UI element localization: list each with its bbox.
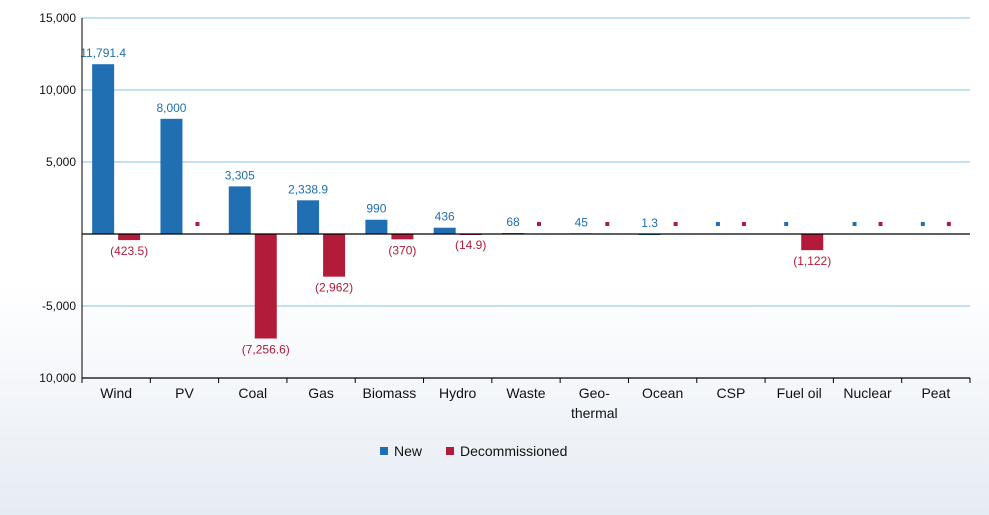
bar-marker-decommissioned-11 bbox=[878, 222, 883, 226]
legend: New Decommissioned bbox=[380, 443, 567, 459]
bar-new-3 bbox=[297, 200, 320, 234]
bar-decommissioned-3 bbox=[323, 234, 346, 277]
bar-new-4 bbox=[365, 219, 388, 234]
legend-label-decommissioned: Decommissioned bbox=[460, 443, 567, 459]
category-label: Hydro bbox=[439, 385, 477, 401]
bar-marker-decommissioned-12 bbox=[946, 222, 951, 226]
bar-marker-decommissioned-8 bbox=[673, 222, 678, 226]
x-axis-categories: Wind PV Coal Gas Biomass Hydro Waste Geo-therma… bbox=[100, 385, 950, 421]
bar-marker-decommissioned-1 bbox=[195, 222, 200, 226]
bar-decommissioned-2 bbox=[254, 234, 277, 339]
data-labels: 11,791.4 8,000 3,305 2,338.9 990 436 68 45 1.3 (4… bbox=[80, 46, 831, 356]
bar-marker-decommissioned-7 bbox=[605, 222, 610, 226]
bar-decommissioned-0 bbox=[118, 234, 141, 241]
bar-decommissioned-10 bbox=[801, 234, 824, 251]
legend-swatch-new bbox=[380, 447, 388, 455]
category-label: Wind bbox=[100, 385, 132, 401]
data-label-new: 68 bbox=[506, 215, 520, 229]
y-tick-label: 5,000 bbox=[46, 155, 76, 169]
legend-label-new: New bbox=[394, 443, 423, 459]
bar-decommissioned-4 bbox=[391, 234, 414, 240]
category-label: Peat bbox=[921, 385, 950, 401]
category-label: CSP bbox=[717, 385, 746, 401]
category-label: Nuclear bbox=[843, 385, 892, 401]
bars bbox=[92, 64, 951, 339]
y-tick-label: 15,000 bbox=[39, 11, 76, 25]
category-label: PV bbox=[175, 385, 194, 401]
bar-marker-decommissioned-6 bbox=[537, 222, 541, 226]
bar-new-0 bbox=[92, 64, 115, 234]
data-label-new: 1.3 bbox=[641, 216, 658, 230]
y-tick-label: 10,000 bbox=[39, 371, 76, 385]
bar-marker-new-10 bbox=[784, 222, 789, 226]
bar-marker-new-12 bbox=[920, 222, 925, 226]
data-label-decommissioned: (370) bbox=[388, 243, 416, 257]
data-label-new: 8,000 bbox=[156, 101, 186, 115]
category-label: Geo- bbox=[579, 385, 610, 401]
bar-marker-decommissioned-9 bbox=[741, 222, 746, 226]
axes bbox=[81, 18, 971, 383]
category-label: thermal bbox=[571, 405, 618, 421]
category-label: Gas bbox=[308, 385, 334, 401]
data-label-decommissioned: (14.9) bbox=[455, 238, 486, 252]
data-label-decommissioned: (7,256.6) bbox=[242, 342, 290, 356]
y-tick-label: 10,000 bbox=[39, 83, 76, 97]
y-tick-label: -5,000 bbox=[42, 299, 76, 313]
bar-new-2 bbox=[228, 186, 251, 234]
data-label-new: 2,338.9 bbox=[288, 182, 328, 196]
y-axis-ticks: 15,000 10,000 5,000 -5,000 10,000 bbox=[39, 11, 76, 385]
legend-swatch-decommissioned bbox=[446, 447, 454, 455]
bar-new-5 bbox=[433, 227, 456, 234]
data-label-decommissioned: (423.5) bbox=[110, 244, 148, 258]
gridlines bbox=[82, 17, 970, 379]
category-label: Fuel oil bbox=[777, 385, 822, 401]
category-label: Waste bbox=[506, 385, 545, 401]
data-label-decommissioned: (1,122) bbox=[793, 254, 831, 268]
bar-new-1 bbox=[160, 118, 183, 234]
data-label-new: 990 bbox=[366, 202, 386, 216]
category-label: Ocean bbox=[642, 385, 683, 401]
data-label-new: 3,305 bbox=[225, 168, 255, 182]
data-label-decommissioned: (2,962) bbox=[315, 281, 353, 295]
category-label: Biomass bbox=[363, 385, 417, 401]
data-label-new: 11,791.4 bbox=[80, 46, 126, 60]
bar-marker-new-9 bbox=[715, 222, 720, 226]
category-label: Coal bbox=[238, 385, 267, 401]
bar-marker-new-11 bbox=[852, 222, 857, 226]
data-label-new: 45 bbox=[575, 215, 589, 229]
data-label-new: 436 bbox=[435, 210, 455, 224]
